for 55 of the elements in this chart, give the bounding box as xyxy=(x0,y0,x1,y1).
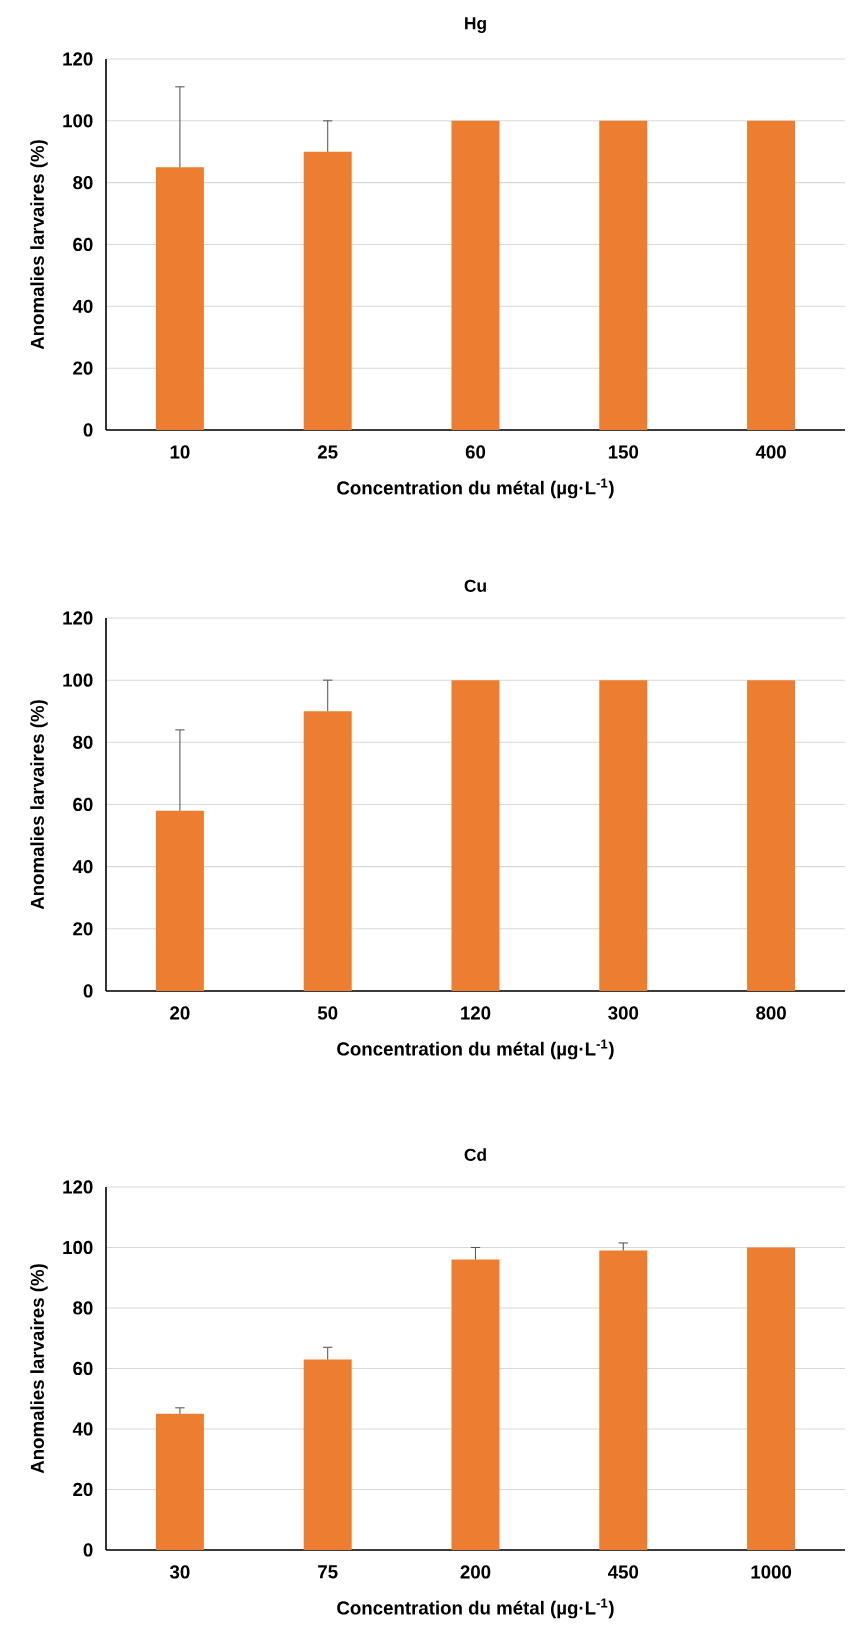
x-tick-label: 450 xyxy=(608,1565,639,1579)
x-axis-title: Concentration du métal (µg·L$^{-1}$) xyxy=(337,1039,614,1060)
y-tick-label: 40 xyxy=(72,860,93,874)
y-tick-label: 100 xyxy=(63,673,93,687)
x-tick-label: 1000 xyxy=(751,1565,792,1579)
y-tick-label: 80 xyxy=(73,735,93,749)
x-tick-label: 75 xyxy=(318,1565,338,1579)
bar xyxy=(303,711,352,991)
y-tick-label: 120 xyxy=(63,52,93,66)
x-tick-label: 300 xyxy=(608,1006,639,1020)
x-tick-label: 50 xyxy=(317,1006,338,1020)
bar xyxy=(451,680,500,991)
y-tick-label: 0 xyxy=(83,1543,93,1557)
x-tick-label: 200 xyxy=(460,1565,491,1579)
y-tick-label: 40 xyxy=(72,299,93,313)
chart-title: Cd xyxy=(464,1148,486,1161)
x-tick-label: 20 xyxy=(170,1006,190,1020)
y-tick-label: 60 xyxy=(73,237,93,252)
y-tick-label: 80 xyxy=(73,1301,93,1315)
bar xyxy=(747,680,796,991)
bar xyxy=(155,810,204,991)
x-tick-label: 400 xyxy=(755,445,786,459)
y-tick-label: 120 xyxy=(63,611,93,625)
bar xyxy=(599,680,648,991)
y-tick-label: 0 xyxy=(83,984,93,998)
bar xyxy=(303,1359,352,1550)
y-tick-label: 20 xyxy=(73,1482,93,1497)
y-tick-label: 80 xyxy=(73,176,93,190)
y-axis-title: Anomalies larvaires (%) xyxy=(30,1264,48,1474)
x-tick-label: 25 xyxy=(317,445,338,459)
x-axis-title: Concentration du métal (µg·L$^{-1}$) xyxy=(337,1598,614,1619)
x-tick-label: 10 xyxy=(170,445,190,459)
bar xyxy=(451,1259,500,1550)
x-tick-label: 60 xyxy=(465,445,486,459)
y-tick-label: 20 xyxy=(73,361,93,375)
chart-title: Hg xyxy=(465,17,486,33)
y-tick-label: 100 xyxy=(63,1240,93,1255)
chart-title: Cu xyxy=(464,579,486,592)
x-axis-title: Concentration du métal (µg·L$^{-1}$) xyxy=(337,478,614,499)
y-tick-label: 60 xyxy=(73,797,93,812)
y-tick-label: 100 xyxy=(63,114,93,128)
y-tick-label: 20 xyxy=(73,922,93,936)
x-tick-label: 120 xyxy=(461,1006,491,1020)
bar xyxy=(747,1247,796,1550)
y-tick-label: 0 xyxy=(83,423,93,437)
bar xyxy=(599,1250,648,1550)
bar xyxy=(155,1413,204,1550)
y-tick-label: 120 xyxy=(63,1180,93,1194)
x-tick-label: 30 xyxy=(169,1565,190,1579)
y-axis-title: Anomalies larvaires (%) xyxy=(30,700,48,910)
y-axis-title: Anomalies larvaires (%) xyxy=(30,140,48,350)
y-tick-label: 60 xyxy=(73,1361,93,1376)
y-tick-label: 40 xyxy=(72,1422,93,1436)
x-tick-label: 150 xyxy=(608,445,639,459)
x-tick-label: 800 xyxy=(756,1006,786,1020)
